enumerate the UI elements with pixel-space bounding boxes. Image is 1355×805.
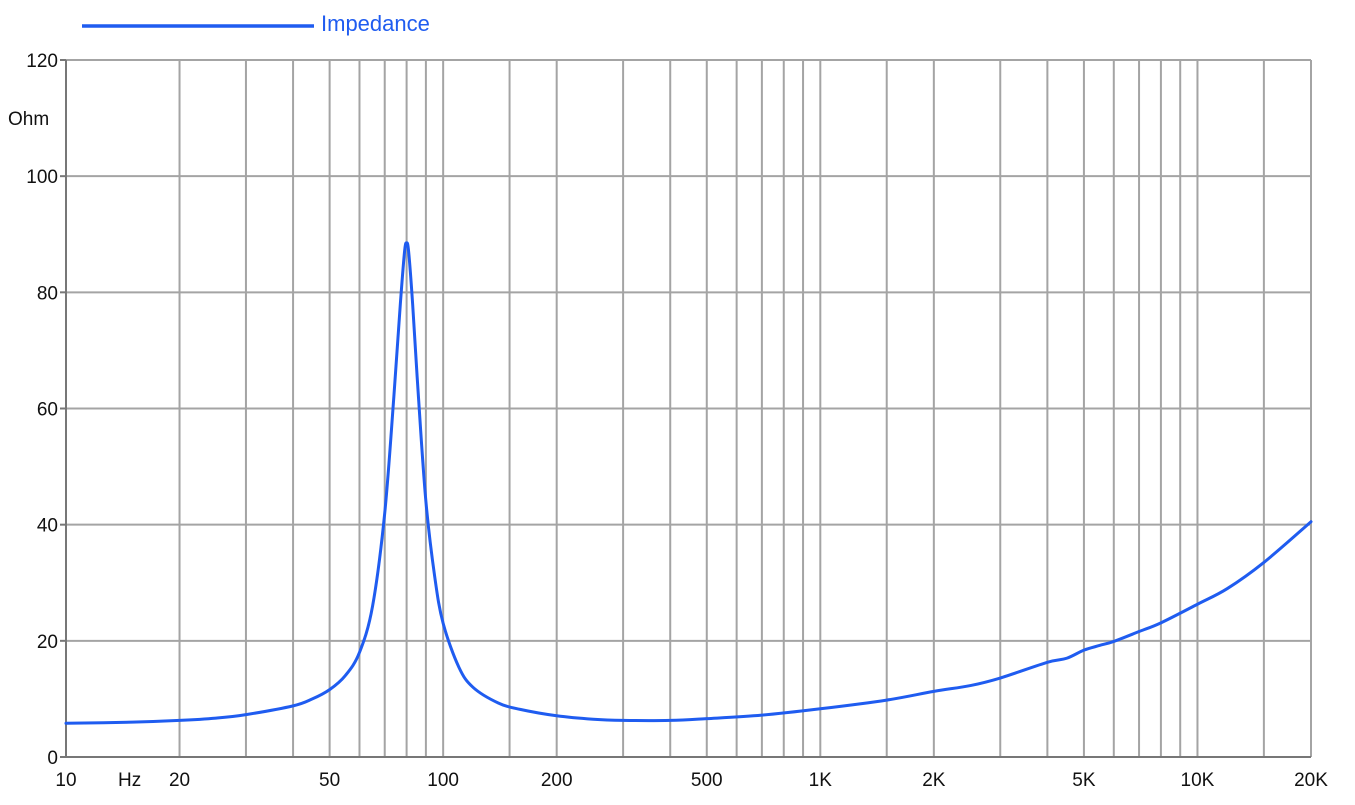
y-tick-label: 0 xyxy=(47,748,58,769)
y-tick-labels: 0 20 40 60 80 100 120 xyxy=(26,51,66,769)
y-tick-label: 120 xyxy=(26,51,58,72)
x-unit-label: Hz xyxy=(118,770,141,791)
y-tick-label: 80 xyxy=(37,283,58,304)
y-axis-label: Ohm xyxy=(8,109,49,130)
legend: Impedance xyxy=(82,11,430,36)
y-tick-label: 20 xyxy=(37,632,58,653)
x-tick-label: 200 xyxy=(541,770,573,791)
x-tick-label: 50 xyxy=(319,770,340,791)
x-tick-label: 2K xyxy=(922,770,946,791)
x-tick-label: 10 xyxy=(55,770,76,791)
x-tick-labels: 10 20 50 100 200 500 1K 2K 5K 10K 20K xyxy=(55,770,1328,791)
legend-label-impedance: Impedance xyxy=(321,11,430,36)
plot-area xyxy=(64,241,1313,725)
x-tick-label: 500 xyxy=(691,770,723,791)
series-line-impedance xyxy=(64,241,1313,725)
x-tick-label: 20K xyxy=(1294,770,1328,791)
grid-lines xyxy=(65,59,1312,758)
x-tick-label: 100 xyxy=(427,770,459,791)
x-tick-label: 5K xyxy=(1072,770,1096,791)
y-tick-label: 100 xyxy=(26,167,58,188)
x-tick-label: 1K xyxy=(809,770,833,791)
x-tick-label: 20 xyxy=(169,770,190,791)
x-tick-label: 10K xyxy=(1181,770,1215,791)
y-tick-label: 60 xyxy=(37,400,58,421)
y-tick-label: 40 xyxy=(37,516,58,537)
